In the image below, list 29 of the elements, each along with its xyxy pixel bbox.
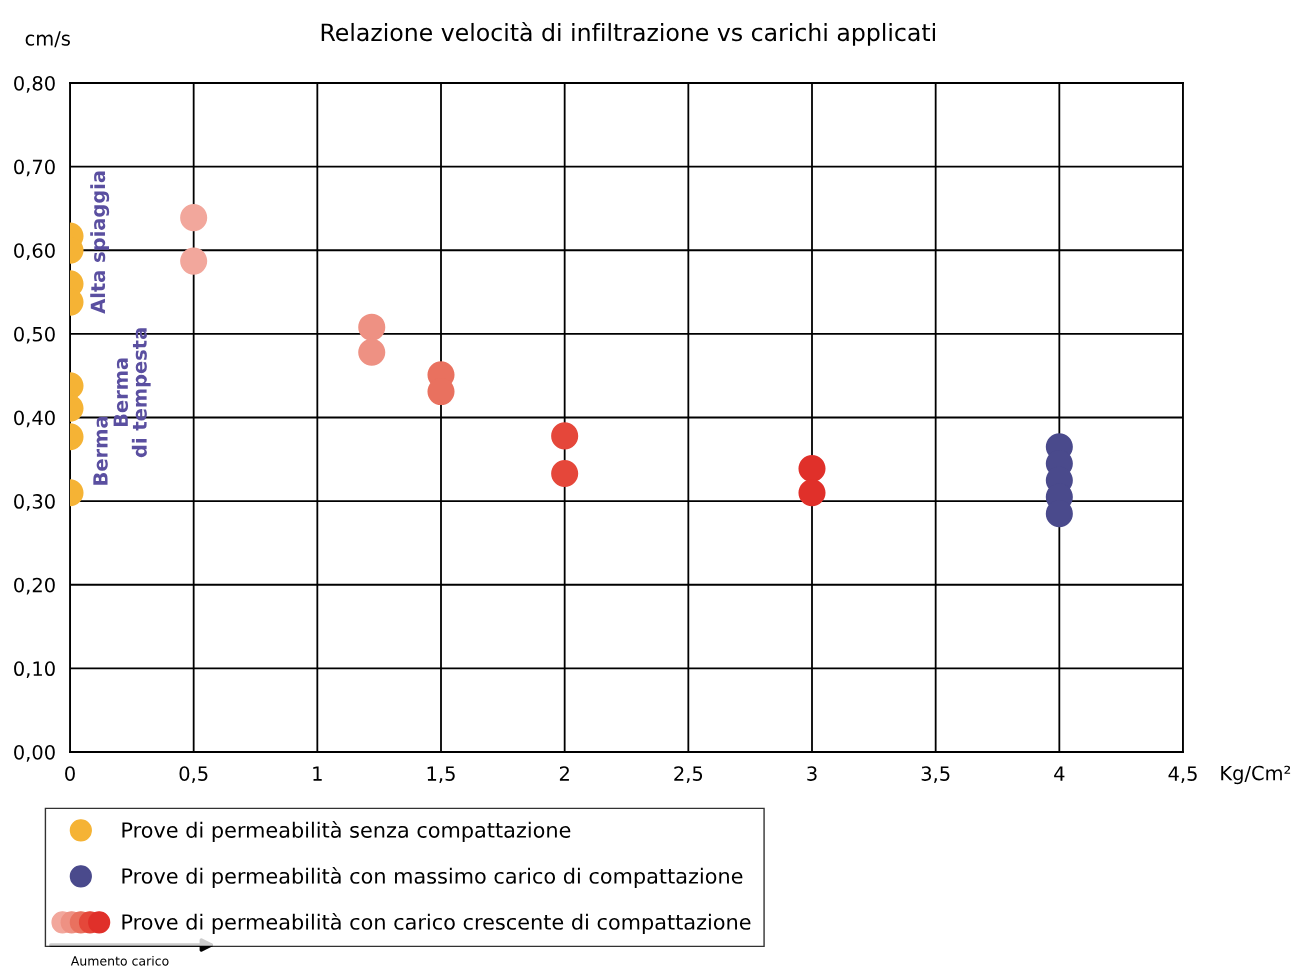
x-tick-label: 2,5 [674, 766, 703, 783]
legend-label: Prove di permeabilità senza compattazione [122, 820, 571, 842]
y-tick-label: 0,60 [14, 243, 55, 260]
chart-title: Relazione velocità di infiltrazione vs carichi applicati [321, 22, 935, 46]
x-axis-title: Kg/Cm² [1221, 765, 1291, 785]
y-tick-label: 0,20 [14, 577, 55, 595]
x-tick-label: 1,5 [427, 766, 455, 783]
y-tick-label: 0,00 [14, 744, 55, 762]
x-tick-label: 0,5 [179, 766, 208, 783]
annotation: Alta spiaggia [90, 171, 110, 314]
legend-label: Prove di permeabilità con carico crescente di compattazione [122, 912, 751, 934]
y-tick-label: 0,40 [14, 410, 55, 428]
x-tick-label: 0 [65, 766, 75, 781]
x-tick-label: 2 [559, 766, 569, 781]
annotation: Berma [93, 416, 108, 485]
x-tick-label: 1 [313, 766, 322, 781]
x-tick-label: 3 [807, 766, 817, 781]
text: Aumento carico [70, 955, 169, 966]
y-tick-label: 0,50 [14, 326, 55, 344]
annotation: Berma di tempesta [113, 328, 151, 458]
x-tick-label: 3,5 [921, 766, 950, 783]
y-tick-label: 0,80 [14, 75, 55, 93]
y-tick-label: 0,30 [14, 494, 55, 511]
x-tick-label: 4 [1054, 766, 1065, 781]
y-tick-label: 0,10 [14, 661, 55, 679]
legend-label: Prove di permeabilità con massimo carico di compattazione [122, 866, 743, 888]
y-tick-label: 0,70 [14, 159, 55, 177]
x-tick-label: 4,5 [1168, 766, 1197, 783]
y-axis-title: cm/s [25, 31, 70, 48]
